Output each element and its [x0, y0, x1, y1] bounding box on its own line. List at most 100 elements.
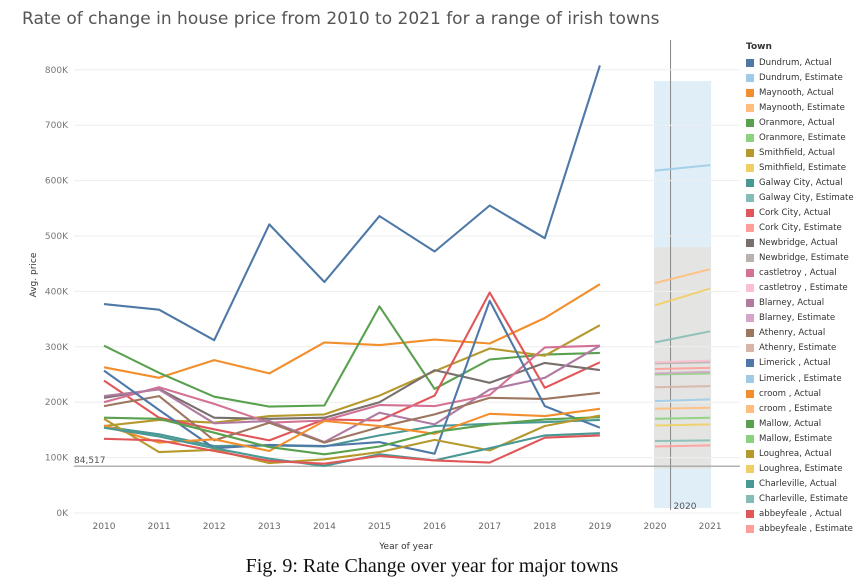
legend-swatch: [746, 464, 754, 473]
legend-item: croom , Actual: [746, 386, 862, 401]
legend-item: castletroy , Actual: [746, 266, 862, 281]
legend-label: Mallow, Actual: [759, 418, 822, 429]
legend-label: Cork City, Estimate: [759, 223, 842, 234]
legend-item: Smithfield, Estimate: [746, 160, 862, 175]
x-tick-label: 2013: [258, 522, 281, 532]
forecast-band: [654, 81, 712, 508]
series-line-1: [654, 164, 711, 172]
legend-label: Limerick , Estimate: [759, 373, 842, 384]
legend-item: Newbridge, Estimate: [746, 251, 862, 266]
series-line-15: [654, 359, 711, 364]
legend-item: Blarney, Actual: [746, 296, 862, 311]
legend-swatch: [746, 434, 754, 443]
legend-item: Limerick , Actual: [746, 356, 862, 371]
x-tick-label: 2016: [423, 522, 446, 532]
legend-swatch: [746, 239, 754, 248]
legend-label: abbeyfeale , Actual: [759, 508, 842, 519]
legend-label: Maynooth, Actual: [759, 87, 834, 98]
series-line-29: [654, 439, 711, 442]
legend-label: Oranmore, Estimate: [759, 132, 846, 143]
series-line-11: [654, 366, 711, 370]
y-tick-label: 800K: [45, 66, 69, 76]
legend-label: Oranmore, Actual: [759, 117, 835, 128]
legend: Town Dundrum, Actual Dundrum, Estimate May…: [746, 42, 862, 537]
legend-label: Loughrea, Estimate: [759, 463, 843, 474]
series-line-5: [654, 372, 711, 376]
series-line-13: [654, 361, 711, 365]
legend-swatch: [746, 88, 754, 97]
legend-label: croom , Estimate: [759, 403, 833, 414]
legend-swatch: [746, 284, 754, 293]
legend-swatch: [746, 133, 754, 142]
axis-layer: 0K 100K 200K 300K 400K 500K 600K 700K 800K 2010 20…: [45, 66, 740, 532]
legend-label: Galway City, Estimate: [759, 192, 854, 203]
chart-title: Rate of change in house price from 2010 …: [22, 9, 660, 29]
legend-swatch: [746, 524, 754, 533]
legend-item: Limerick , Estimate: [746, 371, 862, 386]
x-tick-label: 2015: [368, 522, 391, 532]
y-axis-label: Avg. price: [29, 252, 39, 297]
legend-item: Dundrum, Estimate: [746, 70, 862, 85]
x-tick-label: 2017: [478, 522, 501, 532]
reference-line-label: 84,517: [74, 456, 106, 466]
series-line-14: [103, 344, 600, 424]
legend-swatch: [746, 269, 754, 278]
estimate-range-shade: [654, 247, 712, 469]
x-tick-label: 2010: [93, 522, 116, 532]
series-line-31: [654, 444, 711, 448]
legend-label: Dundrum, Estimate: [759, 72, 843, 83]
y-tick-label: 600K: [45, 177, 69, 187]
legend-swatch: [746, 148, 754, 157]
legend-swatch: [746, 193, 754, 202]
series-line-0: [103, 65, 601, 342]
legend-swatch: [746, 344, 754, 353]
series-line-10: [103, 291, 601, 442]
legend-item: Smithfield, Actual: [746, 145, 862, 160]
series-line-30: [103, 434, 600, 465]
series-line-9: [654, 330, 711, 344]
legend-label: Athenry, Estimate: [759, 343, 837, 354]
legend-swatch: [746, 404, 754, 413]
series-line-24: [103, 416, 600, 456]
legend-label: Athenry, Actual: [759, 328, 826, 339]
series-line-25: [654, 416, 711, 420]
legend-item: Charleville, Estimate: [746, 491, 862, 506]
forecast-band-layer: 2020: [654, 40, 712, 512]
legend-item: croom , Estimate: [746, 401, 862, 416]
y-tick-label: 0K: [56, 509, 69, 519]
legend-label: Blarney, Estimate: [759, 313, 836, 324]
legend-swatch: [746, 374, 754, 383]
legend-swatch: [746, 163, 754, 172]
legend-item: Galway City, Estimate: [746, 190, 862, 205]
legend-label: abbeyfeale , Estimate: [759, 523, 853, 534]
legend-label: Newbridge, Estimate: [759, 253, 849, 264]
legend-item: Cork City, Actual: [746, 205, 862, 220]
series-line-22: [103, 407, 601, 453]
legend-label: Dundrum, Actual: [759, 57, 832, 68]
legend-item: Loughrea, Estimate: [746, 461, 862, 476]
legend-label: Cork City, Actual: [759, 207, 831, 218]
legend-item: Mallow, Estimate: [746, 431, 862, 446]
series-line-2: [103, 283, 601, 379]
series-line-12: [103, 361, 601, 420]
legend-item: Blarney, Estimate: [746, 311, 862, 326]
legend-swatch: [746, 494, 754, 503]
line-chart: 2020 0K 100K 200K 300K 400K 500K 600K 700K 800K 2…: [29, 40, 740, 552]
x-tick-label: 2019: [588, 522, 611, 532]
legend-label: Charleville, Estimate: [759, 493, 848, 504]
forecast-band-label: 2020: [674, 502, 697, 512]
y-tick-label: 200K: [45, 398, 69, 408]
x-tick-label: 2020: [644, 522, 667, 532]
x-tick-label: 2018: [533, 522, 556, 532]
series-line-18: [103, 391, 601, 444]
series-line-27: [654, 423, 711, 427]
x-tick-label: 2021: [699, 522, 722, 532]
legend-label: Loughrea, Actual: [759, 448, 832, 459]
legend-item: Maynooth, Estimate: [746, 100, 862, 115]
legend-swatch: [746, 299, 754, 308]
legend-label: Smithfield, Estimate: [759, 162, 846, 173]
legend-swatch: [746, 449, 754, 458]
legend-item: Galway City, Actual: [746, 175, 862, 190]
legend-item: Oranmore, Actual: [746, 115, 862, 130]
x-tick-label: 2012: [203, 522, 226, 532]
